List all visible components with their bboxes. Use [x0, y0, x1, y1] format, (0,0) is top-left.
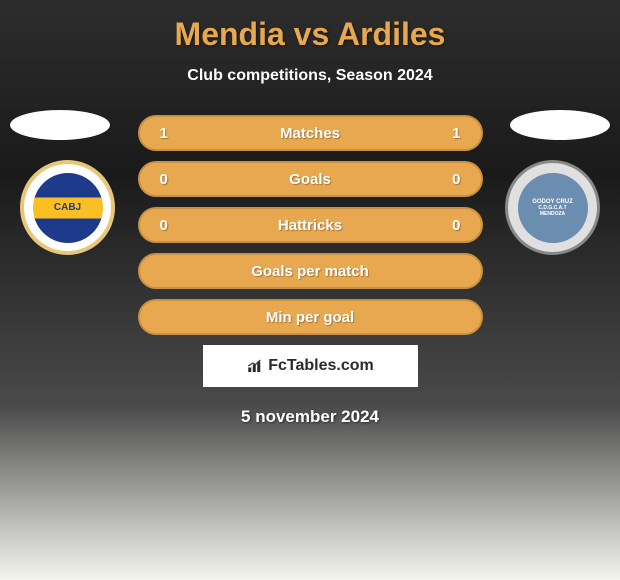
- club-right-inner: GODOY CRUZ C.D.G.C.A.T MENDOZA: [518, 173, 588, 243]
- stat-label: Matches: [280, 125, 340, 142]
- stat-value-right: 1: [431, 125, 461, 142]
- stat-value-right: 0: [430, 217, 460, 234]
- stat-value-left: 0: [160, 217, 190, 234]
- date-text: 5 november 2024: [0, 407, 620, 427]
- stat-label: Goals per match: [251, 263, 369, 280]
- stat-value-right: 0: [431, 171, 461, 188]
- stat-row-gpm: Goals per match: [138, 253, 483, 289]
- player-badge-right: [510, 110, 610, 140]
- watermark: FcTables.com: [203, 345, 418, 387]
- club-right-line3: MENDOZA: [540, 211, 565, 217]
- stat-row-matches: 1 Matches 1: [138, 115, 483, 151]
- stat-row-hattricks: 0 Hattricks 0: [138, 207, 483, 243]
- watermark-text: FcTables.com: [268, 357, 374, 375]
- stat-row-goals: 0 Goals 0: [138, 161, 483, 197]
- chart-icon: [246, 357, 264, 375]
- club-left-inner: CABJ: [33, 173, 103, 243]
- player-badge-left: [10, 110, 110, 140]
- stat-value-left: 0: [160, 171, 190, 188]
- club-logo-right: GODOY CRUZ C.D.G.C.A.T MENDOZA: [505, 160, 600, 255]
- page-title: Mendia vs Ardiles: [0, 0, 620, 53]
- stat-label: Goals: [289, 171, 331, 188]
- stats-container: 1 Matches 1 0 Goals 0 0 Hattricks 0 Goal…: [138, 115, 483, 335]
- stat-label: Hattricks: [278, 217, 342, 234]
- club-logo-left: CABJ: [20, 160, 115, 255]
- stat-value-left: 1: [160, 125, 190, 142]
- subtitle: Club competitions, Season 2024: [0, 67, 620, 85]
- stat-row-mpg: Min per goal: [138, 299, 483, 335]
- stat-label: Min per goal: [266, 309, 354, 326]
- comparison-content: CABJ GODOY CRUZ C.D.G.C.A.T MENDOZA 1 Ma…: [0, 115, 620, 427]
